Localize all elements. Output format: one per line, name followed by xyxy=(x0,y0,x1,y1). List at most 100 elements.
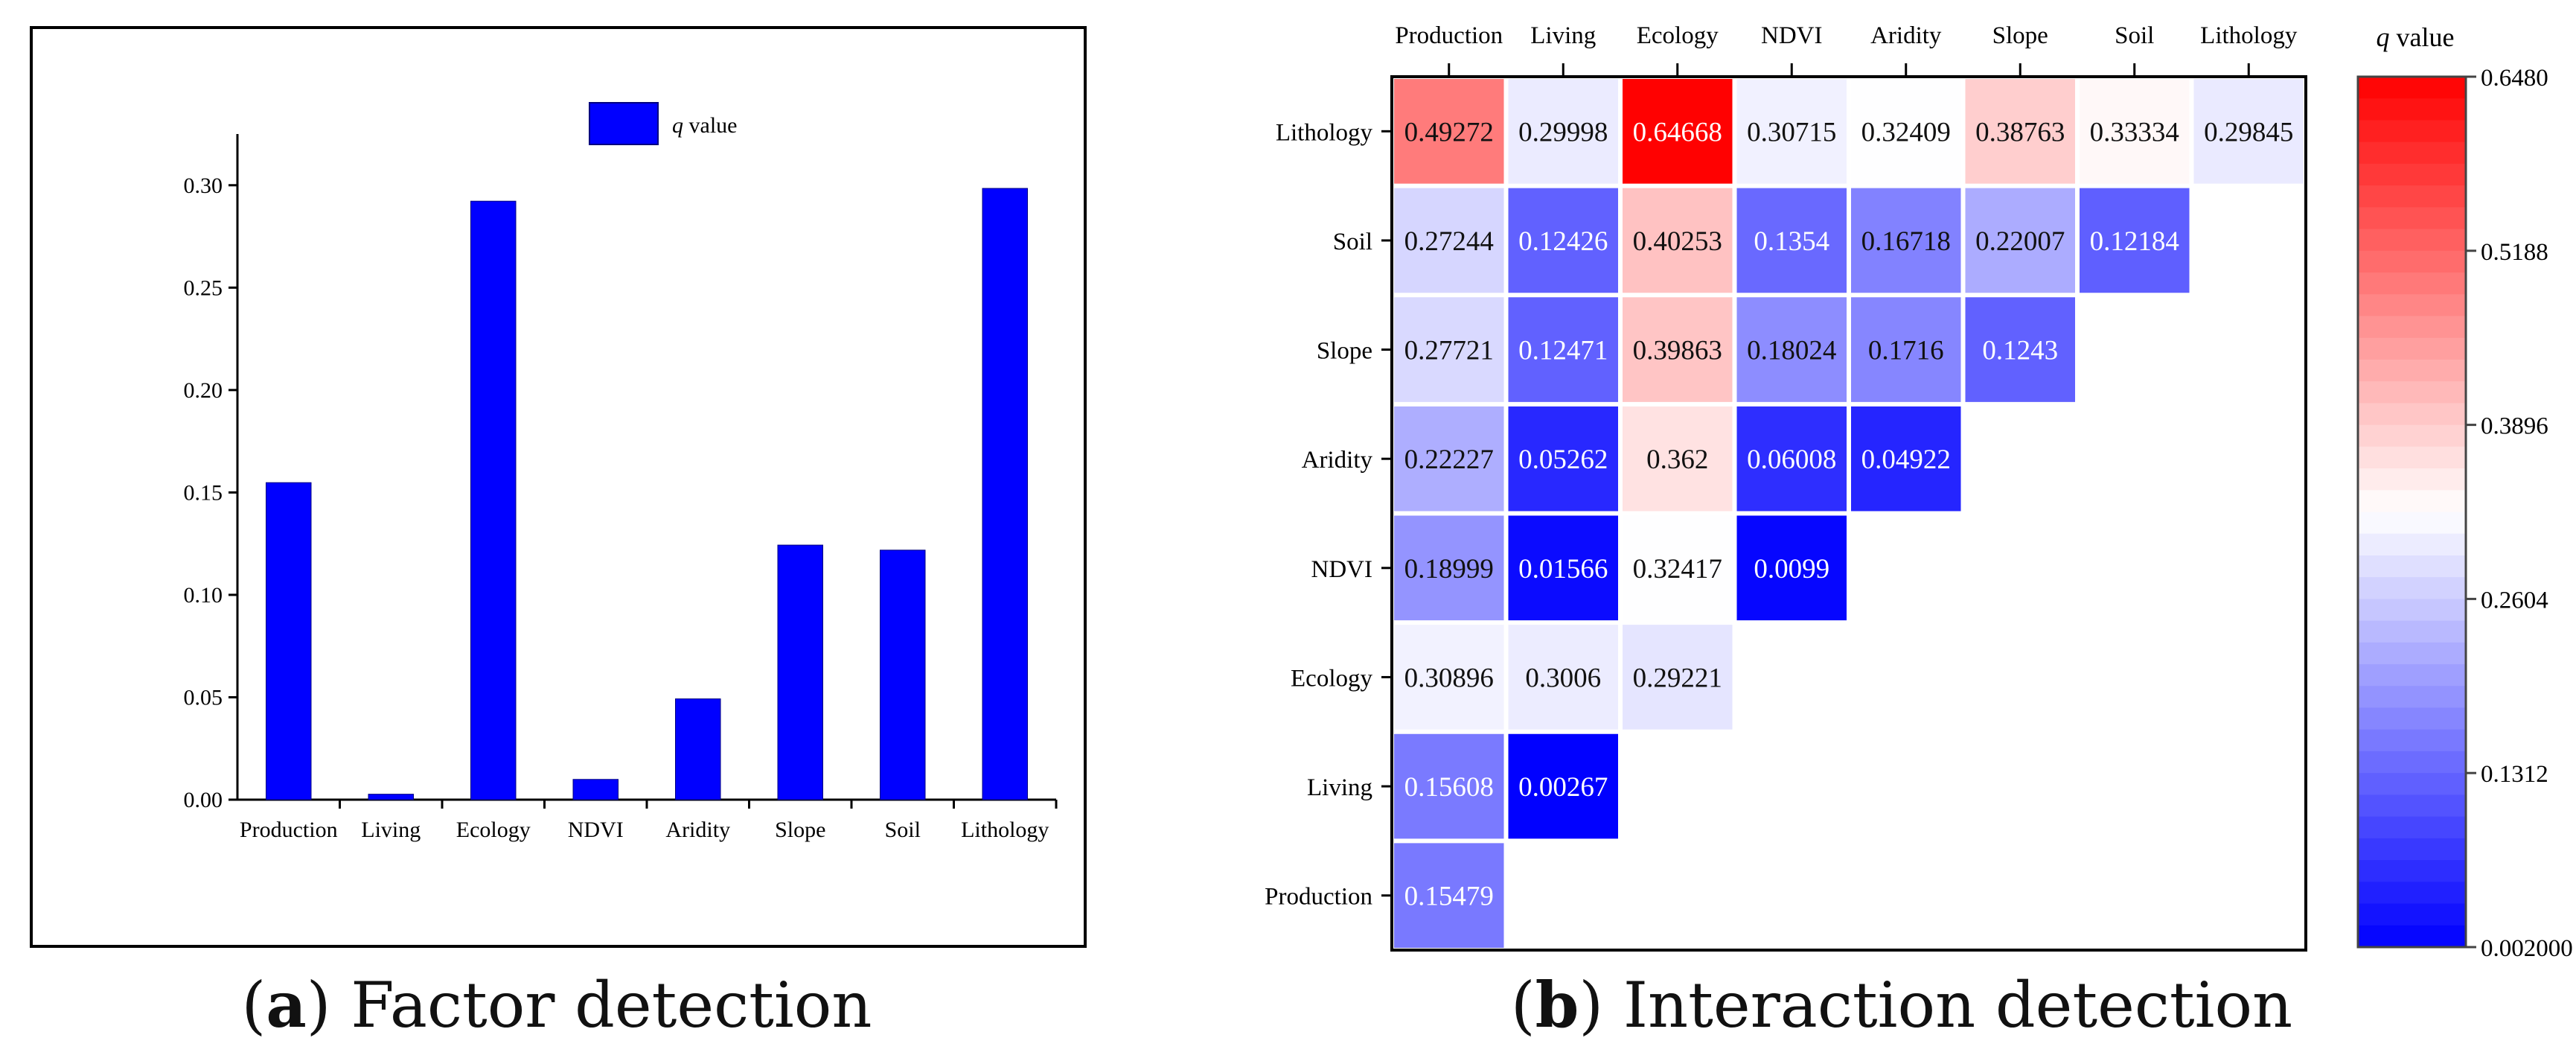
colorbar-step xyxy=(2358,642,2466,666)
caption-b-text: Interaction detection xyxy=(1623,969,2293,1042)
heatmap-cell xyxy=(1508,406,1618,512)
colorbar-step xyxy=(2358,403,2466,426)
colorbar-step xyxy=(2358,120,2466,143)
y-tick-label: 0.15 xyxy=(184,480,223,505)
x-tick-label: Soil xyxy=(885,818,921,842)
heatmap-cell xyxy=(1736,188,1847,293)
caption-b: (b) Interaction detection xyxy=(1510,968,2293,1042)
heatmap-cell xyxy=(1851,297,1961,402)
colorbar-step xyxy=(2358,751,2466,774)
colorbar-step xyxy=(2358,512,2466,535)
colorbar-step xyxy=(2358,707,2466,730)
cell-value: 0.39863 xyxy=(1633,336,1722,366)
column-label: Aridity xyxy=(1870,22,1942,49)
heatmap-cell xyxy=(1736,515,1847,621)
bar xyxy=(266,482,312,800)
bar xyxy=(982,188,1028,800)
colorbar-tick-label: 0.5188 xyxy=(2481,239,2548,266)
colorbar-step xyxy=(2358,337,2466,360)
row-label: Production xyxy=(1265,884,1372,911)
cell-value: 0.27721 xyxy=(1404,336,1494,366)
colorbar-step xyxy=(2358,794,2466,818)
colorbar-step xyxy=(2358,316,2466,339)
colorbar-step xyxy=(2358,207,2466,230)
heatmap-cell xyxy=(1623,406,1733,512)
heatmap-cell xyxy=(1508,297,1618,402)
cell-value: 0.30715 xyxy=(1747,117,1836,147)
colorbar-step xyxy=(2358,533,2466,556)
colorbar-step xyxy=(2358,185,2466,208)
cell-value: 0.40253 xyxy=(1633,226,1722,257)
x-tick-label: Ecology xyxy=(456,818,531,842)
colorbar-step xyxy=(2358,141,2466,165)
heatmap-cell xyxy=(2080,79,2190,184)
cell-value: 0.49272 xyxy=(1404,117,1494,147)
x-tick-label: Aridity xyxy=(665,818,730,842)
bar xyxy=(777,544,823,800)
colorbar-step xyxy=(2358,773,2466,796)
heatmap-cell xyxy=(1394,733,1504,839)
cell-value: 0.04922 xyxy=(1861,445,1951,475)
heatmap-cell xyxy=(1736,297,1847,402)
heatmap-cell xyxy=(1394,188,1504,293)
colorbar-tick-label: 0.1312 xyxy=(2481,761,2548,788)
legend-swatch xyxy=(589,102,659,145)
colorbar-step xyxy=(2358,250,2466,274)
cell-value: 0.12184 xyxy=(2090,226,2179,257)
colorbar-step xyxy=(2358,359,2466,383)
colorbar-step xyxy=(2358,229,2466,252)
colorbar-step xyxy=(2358,816,2466,839)
row-label: Slope xyxy=(1317,338,1372,365)
heatmap-cell xyxy=(1623,188,1733,293)
cell-value: 0.64668 xyxy=(1633,117,1722,147)
row-label: Aridity xyxy=(1302,447,1373,474)
caption-a: (a) Factor detection xyxy=(241,968,872,1042)
colorbar-step xyxy=(2358,903,2466,926)
cell-value: 0.362 xyxy=(1646,445,1708,475)
heatmap-cell xyxy=(2080,188,2190,293)
cell-value: 0.32417 xyxy=(1633,554,1722,584)
cell-value: 0.32409 xyxy=(1861,117,1951,147)
caption-a-text: Factor detection xyxy=(351,969,872,1042)
bar xyxy=(880,549,926,800)
cell-value: 0.29998 xyxy=(1518,117,1608,147)
colorbar-step xyxy=(2358,686,2466,709)
heatmap-cell xyxy=(1965,297,2075,402)
cell-value: 0.0099 xyxy=(1754,554,1829,584)
colorbar-step xyxy=(2358,577,2466,600)
colorbar-step xyxy=(2358,555,2466,579)
cell-value: 0.1716 xyxy=(1868,336,1944,366)
column-label: Lithology xyxy=(2200,22,2298,49)
heatmap-cell xyxy=(1736,406,1847,512)
y-tick-label: 0.25 xyxy=(184,275,223,300)
bar xyxy=(572,779,619,800)
cell-value: 0.3006 xyxy=(1525,663,1601,693)
x-tick-label: NDVI xyxy=(568,818,624,842)
colorbar-frame xyxy=(2356,75,2467,949)
heatmap-frame xyxy=(1390,75,2307,952)
cell-value: 0.1243 xyxy=(1982,336,2058,366)
colorbar-step xyxy=(2358,294,2466,317)
colorbar-step xyxy=(2358,98,2466,121)
colorbar-step xyxy=(2358,599,2466,622)
cell-value: 0.30896 xyxy=(1404,663,1494,693)
heatmap-cell xyxy=(1394,625,1504,730)
y-tick-label: 0.10 xyxy=(184,583,223,608)
cell-value: 0.15608 xyxy=(1404,772,1494,803)
heatmap-cell xyxy=(1508,733,1618,839)
colorbar-step xyxy=(2358,664,2466,687)
colorbar-tick-label: 0.2604 xyxy=(2481,587,2548,614)
colorbar-step xyxy=(2358,446,2466,470)
heatmap-cell xyxy=(1394,406,1504,512)
bar xyxy=(368,794,414,800)
column-label: Production xyxy=(1395,22,1503,49)
cell-value: 0.18024 xyxy=(1747,336,1836,366)
cell-value: 0.00267 xyxy=(1518,772,1608,803)
bar xyxy=(470,200,517,800)
colorbar-step xyxy=(2358,729,2466,752)
heatmap-cell xyxy=(1623,515,1733,621)
x-tick-label: Production xyxy=(240,818,338,842)
cell-value: 0.22227 xyxy=(1404,445,1494,475)
cell-value: 0.06008 xyxy=(1747,445,1836,475)
